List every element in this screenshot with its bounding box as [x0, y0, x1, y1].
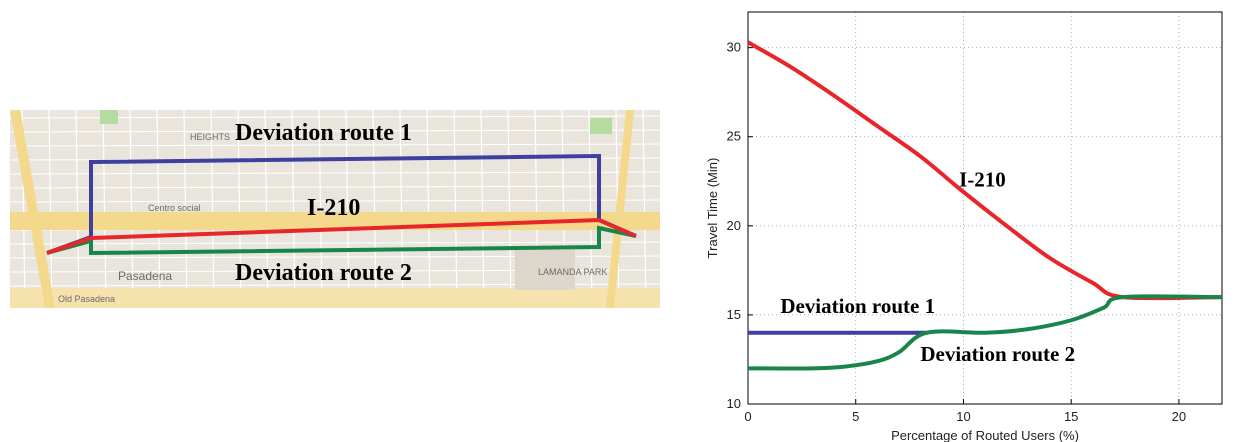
freeway-west	[10, 110, 55, 308]
i210-line	[46, 217, 637, 255]
place-label-lamanda: LAMANDA PARK	[538, 267, 608, 277]
y-tick-label: 20	[727, 218, 741, 233]
y-tick-label: 30	[727, 40, 741, 55]
y-tick-label: 10	[727, 396, 741, 411]
x-tick-label: 5	[852, 409, 859, 424]
y-axis-label: Travel Time (Min)	[705, 158, 720, 259]
x-tick-label: 20	[1172, 409, 1186, 424]
i210-label: I-210	[307, 195, 361, 221]
plot-frame	[747, 11, 1223, 405]
series-line-3	[747, 294, 1223, 371]
place-label-centro: Centro social	[148, 203, 201, 213]
series-annotation-2: Deviation route 1	[780, 294, 935, 318]
route2-label: Deviation route 2	[235, 260, 412, 286]
map-graphic	[10, 110, 660, 308]
district-area	[515, 250, 575, 290]
grid	[748, 12, 1222, 404]
x-tick-label: 0	[744, 409, 751, 424]
place-label-pasadena: Pasadena	[118, 269, 173, 283]
x-axis-label: Percentage of Routed Users (%)	[891, 428, 1079, 442]
y-tick-label: 15	[727, 307, 741, 322]
x-tick-label: 10	[956, 409, 970, 424]
route1-label: Deviation route 1	[235, 120, 412, 146]
series-line-1	[746, 40, 1223, 301]
travel-time-chart: 0 5 10 15 20 10 15 20 25 30 I-210 Deviation route …	[705, 11, 1223, 442]
place-label-old-pasadena: Old Pasadena	[58, 294, 116, 304]
x-tick-label: 15	[1064, 409, 1078, 424]
route2-line	[46, 225, 637, 256]
park-area	[100, 110, 118, 124]
y-tick-label: 25	[727, 129, 741, 144]
downtown-area	[10, 288, 660, 308]
annotations: I-210 Deviation route 1 Deviation route 2	[780, 168, 1075, 367]
place-label-heights: HEIGHTS	[190, 132, 231, 142]
route-map: HEIGHTS Centro social Pasadena Old Pasad…	[10, 110, 660, 308]
axis-ticks: 0 5 10 15 20 10 15 20 25 30	[727, 40, 1187, 424]
park-area	[590, 118, 612, 134]
series-annotation-3: Deviation route 2	[920, 342, 1075, 366]
freeway-east	[606, 110, 634, 308]
series	[746, 40, 1223, 371]
series-annotation-1: I-210	[959, 168, 1006, 192]
